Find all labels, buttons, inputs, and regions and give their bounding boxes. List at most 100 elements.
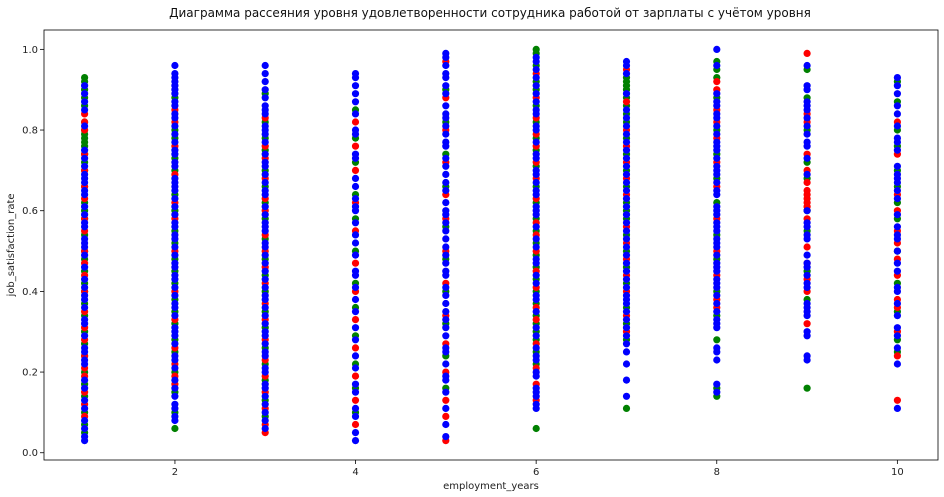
- scatter-point-blue: [713, 299, 721, 308]
- scatter-point-blue: [171, 211, 179, 219]
- scatter-point-blue: [803, 122, 811, 130]
- scatter-point-blue: [622, 283, 631, 291]
- scatter-point-blue: [893, 90, 902, 98]
- scatter-point-blue: [442, 271, 450, 279]
- scatter-point-green: [803, 384, 811, 392]
- scatter-point-blue: [261, 275, 269, 283]
- scatter-point-blue: [261, 332, 269, 340]
- scatter-point-green: [532, 424, 540, 433]
- scatter-point-blue: [171, 251, 179, 259]
- scatter-point-red: [803, 49, 811, 58]
- scatter-point-blue: [442, 186, 450, 195]
- scatter-point-blue: [532, 308, 540, 316]
- scatter-point-blue: [171, 303, 179, 312]
- scatter-point-blue: [893, 211, 902, 219]
- scatter-point-blue: [622, 332, 631, 340]
- scatter-point-blue: [622, 299, 631, 308]
- scatter-point-blue: [261, 61, 269, 70]
- scatter-point-blue: [622, 186, 631, 195]
- scatter-point-blue: [261, 303, 269, 312]
- scatter-point-blue: [261, 283, 269, 291]
- scatter-point-blue: [442, 227, 450, 235]
- scatter-point-blue: [81, 437, 89, 445]
- scatter-point-blue: [622, 114, 631, 122]
- scatter-point-blue: [442, 251, 450, 259]
- scatter-point-blue: [622, 154, 631, 162]
- scatter-point-blue: [442, 259, 450, 267]
- scatter-point-blue: [81, 106, 89, 114]
- scatter-point-blue: [713, 102, 721, 110]
- scatter-point-blue: [171, 275, 179, 283]
- scatter-point-blue: [261, 295, 269, 304]
- scatter-point-blue: [893, 324, 902, 332]
- scatter-point-blue: [261, 86, 269, 94]
- scatter-point-blue: [622, 376, 631, 384]
- scatter-point-blue: [713, 191, 721, 199]
- scatter-point-blue: [803, 356, 811, 364]
- scatter-point-blue: [532, 65, 540, 74]
- scatter-point-blue: [81, 348, 89, 356]
- scatter-point-blue: [261, 352, 269, 360]
- scatter-point-blue: [171, 150, 179, 158]
- scatter-point-blue: [261, 424, 269, 433]
- scatter-point-blue: [622, 130, 631, 138]
- scatter-point-blue: [261, 312, 269, 320]
- scatter-point-blue: [171, 195, 179, 203]
- scatter-point-blue: [171, 416, 179, 425]
- scatter-point-red: [893, 352, 902, 360]
- scatter-point-blue: [351, 412, 360, 420]
- scatter-point-red: [803, 178, 811, 187]
- scatter-point-blue: [351, 154, 360, 162]
- scatter-point-blue: [713, 178, 721, 187]
- scatter-point-blue: [442, 360, 450, 368]
- scatter-point-blue: [713, 122, 721, 130]
- scatter-point-blue: [532, 154, 540, 162]
- scatter-point-blue: [442, 219, 450, 227]
- scatter-point-blue: [442, 235, 450, 243]
- scatter-point-blue: [81, 162, 89, 170]
- scatter-point-blue: [622, 340, 631, 348]
- scatter-point-blue: [81, 263, 89, 271]
- scatter-point-blue: [442, 178, 450, 187]
- scatter-point-blue: [622, 203, 631, 211]
- scatter-point-blue: [803, 86, 811, 94]
- scatter-point-blue: [442, 130, 450, 138]
- scatter-point-blue: [351, 239, 360, 247]
- scatter-point-blue: [713, 243, 721, 251]
- scatter-point-blue: [532, 138, 540, 146]
- scatter-point-blue: [713, 61, 721, 70]
- scatter-point-blue: [803, 223, 811, 231]
- scatter-point-blue: [81, 360, 89, 368]
- scatter-point-blue: [171, 263, 179, 271]
- scatter-point-blue: [532, 178, 540, 187]
- scatter-point-blue: [893, 82, 902, 90]
- scatter-point-blue: [81, 223, 89, 231]
- scatter-point-blue: [532, 372, 540, 380]
- scatter-point-blue: [351, 295, 360, 304]
- x-tick-label: 6: [533, 467, 539, 478]
- scatter-point-blue: [622, 195, 631, 203]
- scatter-point-red: [351, 344, 360, 352]
- scatter-point-blue: [713, 291, 721, 299]
- scatter-point-blue: [713, 388, 721, 396]
- y-tick-label: 0.6: [22, 206, 38, 217]
- x-axis-label: employment_years: [443, 481, 539, 492]
- scatter-point-blue: [261, 400, 269, 408]
- scatter-point-blue: [351, 174, 360, 182]
- y-tick-label: 0.8: [22, 126, 38, 137]
- scatter-point-blue: [803, 312, 811, 320]
- scatter-point-red: [351, 372, 360, 380]
- scatter-point-blue: [622, 219, 631, 227]
- scatter-point-blue: [81, 251, 89, 259]
- scatter-point-blue: [171, 102, 179, 110]
- scatter-point-blue: [713, 324, 721, 332]
- scatter-point-red: [351, 259, 360, 267]
- scatter-point-blue: [261, 170, 269, 178]
- scatter-point-blue: [713, 114, 721, 122]
- scatter-point-blue: [171, 404, 179, 412]
- scatter-point-blue: [442, 420, 450, 429]
- scatter-point-blue: [622, 360, 631, 368]
- scatter-point-blue: [803, 271, 811, 279]
- scatter-point-blue: [893, 235, 902, 243]
